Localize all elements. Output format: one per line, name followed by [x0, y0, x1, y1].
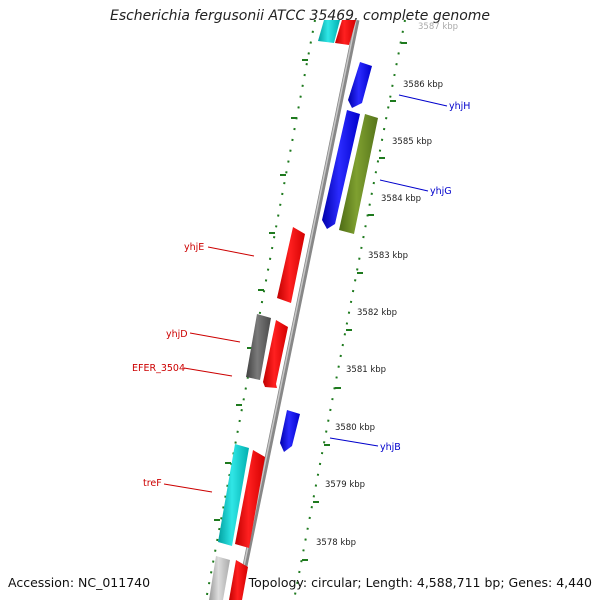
label-yhjD: yhjD: [166, 329, 188, 340]
label-leader-lines: [163, 94, 448, 493]
map-title: Escherichia fergusonii ATCC 35469, compl…: [109, 8, 491, 24]
tick-label-3580: 3580 kbp: [335, 423, 375, 433]
label-yhjB: yhjB: [380, 442, 401, 453]
gene-treF: [235, 450, 265, 548]
label-yhjG: yhjG: [430, 186, 452, 197]
label-EFER_3504: EFER_3504: [132, 363, 185, 374]
tick-label-3578: 3578 kbp: [316, 538, 356, 548]
gene-labels: yhjH yhjG yhjE yhjD EFER_3504 yhjB treF: [132, 101, 470, 489]
top-red-feature: [335, 20, 356, 45]
scale-tick-labels: 3587 kbp 3586 kbp 3585 kbp 3584 kbp 3583…: [316, 22, 458, 548]
gene-yhjB: [280, 410, 300, 452]
tick-label-3582: 3582 kbp: [357, 308, 397, 318]
gene-yhjG: [322, 110, 360, 229]
gene-yhjH: [348, 62, 372, 108]
label-yhjE: yhjE: [184, 242, 204, 253]
label-yhjH: yhjH: [449, 101, 470, 112]
accession-text: Accession: NC_011740: [8, 575, 151, 590]
tick-label-3581: 3581 kbp: [346, 365, 386, 375]
gene-EFER_3504: [263, 320, 288, 388]
olive-feature: [339, 114, 378, 234]
treF-cyan-feature: [218, 444, 249, 546]
tick-label-3585: 3585 kbp: [392, 137, 432, 147]
gene-yhjD: [246, 314, 271, 380]
bottom-lightgray-feature: [209, 556, 230, 600]
tick-label-3586: 3586 kbp: [403, 80, 443, 90]
label-treF: treF: [143, 478, 162, 489]
bottom-red-feature: [229, 560, 248, 600]
top-cyan-feature: [318, 20, 340, 43]
scale-major-ticks: [214, 42, 407, 561]
gene-yhjE: [277, 227, 305, 303]
tick-label-3584: 3584 kbp: [381, 194, 421, 204]
tick-label-3579: 3579 kbp: [325, 480, 365, 490]
genome-summary-text: Topology: circular; Length: 4,588,711 bp…: [248, 575, 592, 590]
tick-label-3587: 3587 kbp: [418, 22, 458, 32]
tick-label-3583: 3583 kbp: [368, 251, 408, 261]
